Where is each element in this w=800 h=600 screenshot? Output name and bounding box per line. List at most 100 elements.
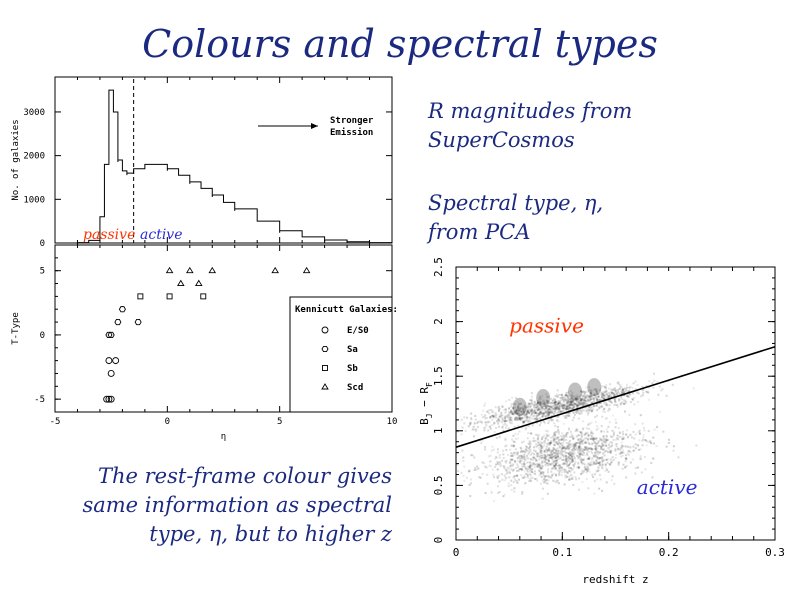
density-point	[605, 386, 608, 389]
density-point	[644, 468, 647, 471]
density-point	[535, 459, 538, 462]
density-point	[493, 422, 496, 425]
density-point	[542, 441, 545, 444]
density-point	[565, 438, 568, 441]
density-point	[568, 409, 571, 412]
density-point	[554, 401, 557, 404]
density-point	[560, 451, 563, 454]
density-point	[497, 418, 500, 421]
density-point	[565, 409, 568, 412]
density-point	[617, 381, 620, 384]
density-point	[505, 473, 508, 476]
density-point	[473, 422, 476, 425]
density-point	[589, 394, 592, 397]
density-point	[610, 401, 613, 404]
density-point	[570, 403, 573, 406]
density-point	[603, 430, 606, 433]
density-point	[639, 414, 642, 417]
density-point	[607, 394, 610, 397]
density-point	[536, 403, 539, 406]
density-point	[603, 394, 606, 397]
note-rest-frame: The rest-frame colour gives same informa…	[40, 462, 392, 549]
density-point	[585, 386, 588, 389]
density-point	[641, 444, 644, 447]
density-point	[571, 408, 574, 411]
density-point	[512, 469, 515, 472]
ttype-point	[208, 266, 217, 274]
density-point	[568, 469, 571, 472]
density-point	[579, 400, 582, 403]
density-point	[578, 439, 581, 442]
density-point	[549, 443, 552, 446]
density-point	[510, 409, 513, 412]
density-point	[546, 435, 549, 438]
density-point	[583, 454, 586, 457]
density-point	[615, 421, 618, 424]
density-point	[652, 442, 655, 445]
density-point	[557, 420, 560, 423]
colour-redshift-frame	[455, 266, 776, 541]
density-point	[610, 461, 613, 464]
density-point	[546, 482, 549, 485]
density-point	[585, 399, 588, 402]
density-point	[538, 463, 541, 466]
density-point	[582, 394, 585, 397]
density-point	[556, 443, 559, 446]
density-point	[567, 404, 570, 407]
density-point	[480, 413, 483, 416]
density-point	[566, 465, 569, 468]
density-point	[621, 391, 624, 394]
density-point	[538, 456, 541, 459]
density-point	[530, 421, 533, 424]
density-point	[609, 434, 612, 437]
density-point	[593, 397, 596, 400]
density-point	[586, 458, 589, 461]
density-point	[540, 447, 543, 450]
density-point	[645, 390, 648, 393]
density-point	[483, 415, 486, 418]
density-point	[524, 451, 527, 454]
density-point	[544, 410, 547, 413]
density-point	[536, 408, 539, 411]
density-point	[550, 450, 553, 453]
ttype-legend-marker	[321, 383, 329, 390]
density-point	[477, 467, 480, 470]
density-point	[561, 438, 564, 441]
density-point	[610, 402, 613, 405]
density-point	[573, 452, 576, 455]
density-point	[510, 458, 513, 461]
density-point	[498, 461, 501, 464]
density-point	[530, 400, 533, 403]
density-point	[502, 429, 505, 432]
density-point	[566, 406, 569, 409]
density-point	[570, 400, 573, 403]
density-point	[590, 398, 593, 401]
density-point	[553, 438, 556, 441]
density-point	[603, 438, 606, 441]
density-point	[544, 456, 547, 459]
density-point	[519, 417, 522, 420]
density-point	[565, 405, 568, 408]
density-point	[522, 420, 525, 423]
density-point	[621, 401, 624, 404]
density-point	[583, 438, 586, 441]
density-point	[582, 458, 585, 461]
density-point	[520, 474, 523, 477]
density-point	[523, 456, 526, 459]
density-point	[563, 403, 566, 406]
density-point	[473, 468, 476, 471]
density-point	[512, 445, 515, 448]
density-point	[520, 441, 523, 444]
density-point	[587, 447, 590, 450]
density-point	[605, 417, 608, 420]
density-point	[478, 476, 481, 479]
density-point	[604, 403, 607, 406]
density-point	[610, 460, 613, 463]
density-point	[542, 461, 545, 464]
density-point	[512, 444, 515, 447]
density-point	[511, 402, 514, 405]
density-point	[600, 398, 603, 401]
density-point	[475, 429, 478, 432]
colour-ytick-label: 2	[432, 318, 445, 325]
